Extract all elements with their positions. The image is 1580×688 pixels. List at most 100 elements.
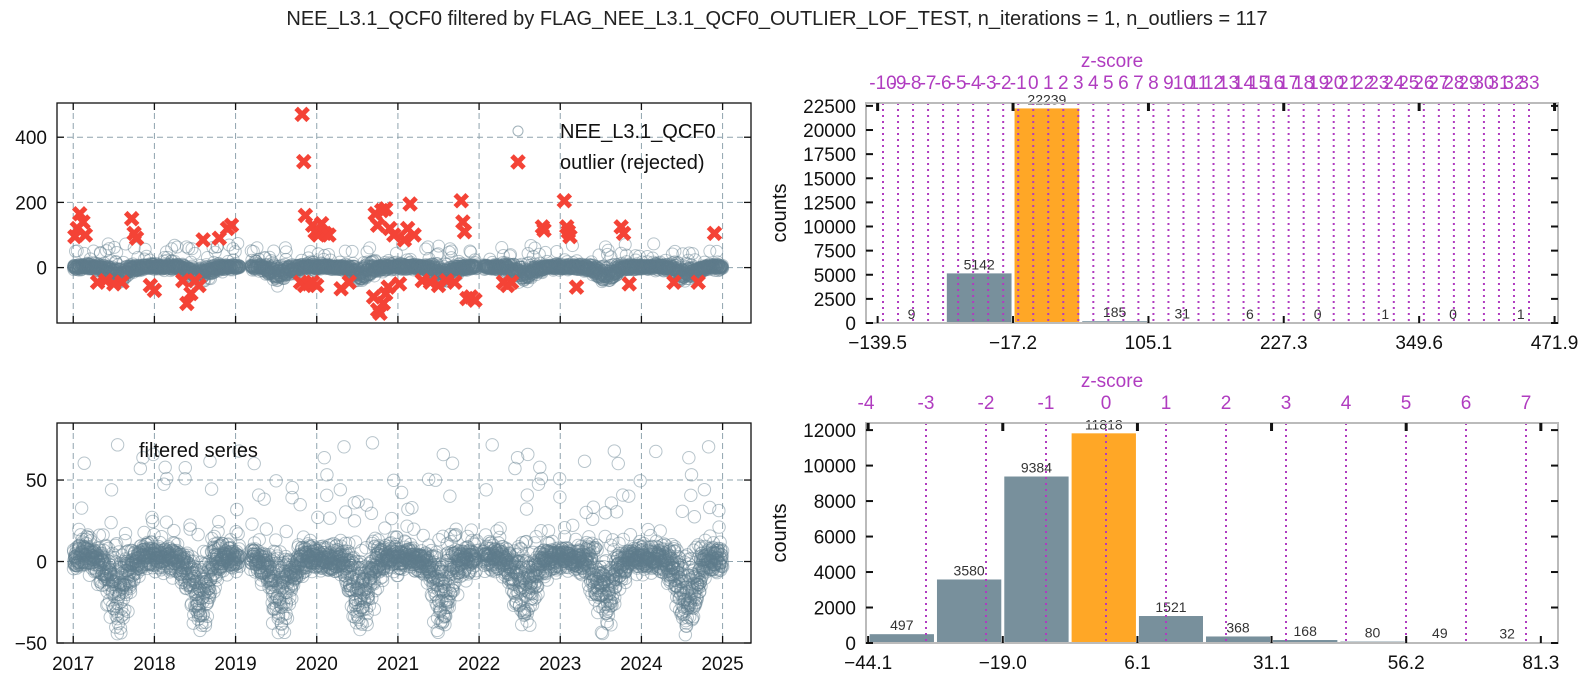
data-point (150, 260, 164, 274)
data-point (99, 261, 113, 275)
data-point (205, 262, 219, 276)
data-point (140, 261, 154, 275)
data-point (135, 262, 149, 276)
data-point (109, 254, 123, 268)
data-point (85, 259, 99, 273)
x-tick-label: 471.9 (1531, 333, 1579, 354)
data-point (75, 259, 89, 273)
data-point (98, 263, 112, 277)
data-point (141, 259, 155, 273)
data-point (142, 260, 156, 274)
data-point (129, 263, 143, 277)
data-point (201, 261, 215, 275)
data-point (69, 261, 83, 275)
data-point (199, 260, 213, 274)
data-point (145, 260, 159, 274)
data-point (213, 262, 227, 276)
data-point (139, 259, 153, 273)
data-point (73, 259, 87, 273)
data-point (135, 260, 149, 274)
data-point (79, 258, 93, 272)
data-point (122, 267, 136, 281)
data-point (87, 260, 101, 274)
data-point (144, 256, 158, 270)
data-point (83, 257, 97, 271)
data-point (647, 237, 661, 251)
outlier-marker (391, 276, 408, 292)
data-point (70, 244, 84, 258)
data-point (125, 264, 139, 278)
data-point (154, 261, 168, 275)
data-point (164, 257, 178, 271)
data-point (167, 258, 181, 272)
data-point (112, 263, 126, 277)
data-point (155, 262, 169, 276)
data-point (80, 256, 94, 270)
data-point (143, 253, 157, 267)
legend-label: NEE_L3.1_QCF0 (560, 121, 716, 143)
data-point (143, 259, 157, 273)
data-point (169, 259, 183, 273)
outlier-marker (402, 196, 418, 212)
data-point (151, 259, 165, 273)
data-point (175, 264, 189, 278)
data-point (216, 260, 230, 274)
data-point (170, 257, 184, 271)
data-point (158, 260, 172, 274)
data-point (83, 262, 97, 276)
data-point (213, 263, 227, 277)
data-point (89, 263, 103, 277)
data-point (166, 259, 180, 273)
data-point (75, 261, 89, 275)
data-point (140, 259, 154, 273)
data-point (104, 261, 118, 275)
data-point (80, 260, 94, 274)
data-point (147, 259, 161, 273)
outlier-marker (556, 193, 573, 209)
data-point (67, 259, 81, 273)
data-point (127, 260, 141, 274)
data-point (77, 260, 91, 274)
data-point (78, 261, 92, 275)
data-point (137, 258, 151, 272)
data-point (82, 260, 96, 274)
data-point (200, 261, 214, 275)
data-point (75, 259, 89, 273)
histogram-bar (1014, 108, 1080, 324)
data-point (177, 261, 191, 275)
data-point (147, 262, 161, 276)
data-point (93, 246, 107, 260)
data-point (68, 244, 82, 258)
data-point (145, 260, 159, 274)
data-point (162, 259, 176, 273)
data-point (181, 260, 195, 274)
data-point (207, 258, 221, 272)
data-point (163, 259, 177, 273)
data-point (148, 261, 162, 275)
data-point (70, 260, 84, 274)
data-point (133, 461, 148, 476)
data-point (152, 259, 166, 273)
data-point (194, 266, 208, 280)
data-point (214, 258, 228, 272)
data-point (85, 261, 99, 275)
data-point (97, 260, 111, 274)
data-point (90, 260, 104, 274)
data-point (67, 260, 81, 274)
data-point (69, 262, 83, 276)
data-point (81, 257, 95, 271)
data-point (68, 259, 82, 273)
data-point (166, 262, 180, 276)
data-point (97, 256, 111, 270)
outlier-marker (453, 193, 469, 209)
data-point (86, 260, 100, 274)
outlier-marker (123, 210, 140, 227)
legend-label: outlier (rejected) (560, 152, 705, 174)
data-point (127, 260, 141, 274)
y-tick-label: 0 (36, 259, 47, 280)
data-point (90, 256, 104, 270)
data-point (73, 261, 87, 275)
data-point (70, 259, 84, 273)
data-point (432, 239, 446, 253)
data-point (192, 267, 206, 281)
